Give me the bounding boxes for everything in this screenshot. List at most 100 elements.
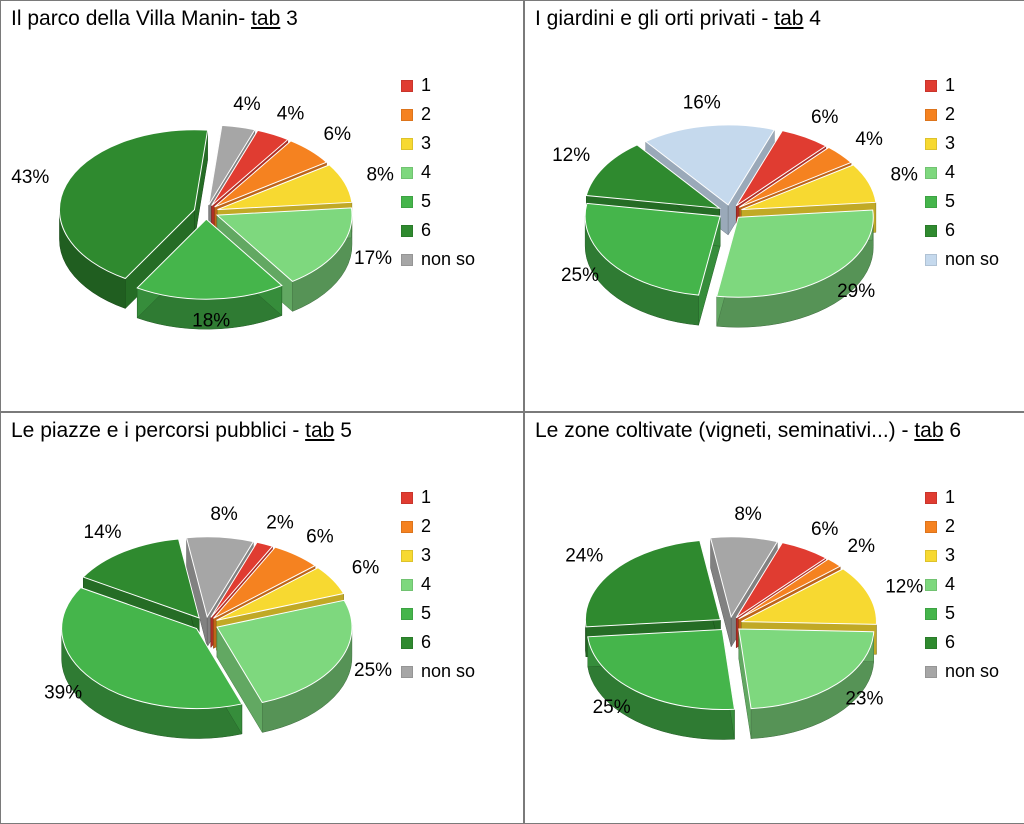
panel-content: 6%2%12%23%25%24%8% 123456non so [535,449,1024,815]
pie-svg: 6%4%8%29%25%12%16% [535,37,925,387]
slice-pct-label: 25% [354,660,392,681]
legend-swatch [925,492,937,504]
slice-pct-label: 2% [848,536,876,557]
legend-label: 4 [421,574,431,595]
panel-title: I giardini e gli orti privati - tab 4 [535,7,1024,31]
legend-item: 1 [925,487,1024,508]
legend-label: 2 [945,516,955,537]
panel-tab5: Le piazze e i percorsi pubblici - tab 5 … [0,412,524,824]
legend: 123456non so [401,479,513,690]
panel-content: 6%4%8%29%25%12%16% 123456non so [535,37,1024,403]
legend-swatch [925,637,937,649]
title-post: 4 [803,7,821,30]
slice-pct-label: 25% [561,265,599,286]
legend-swatch [925,196,937,208]
slice-pct-label: 39% [44,683,82,704]
legend-label: non so [945,249,999,270]
legend-label: non so [945,661,999,682]
legend-item: 5 [925,191,1024,212]
slice-pct-label: 43% [11,167,49,188]
legend-label: 3 [945,133,955,154]
legend-swatch [401,666,413,678]
legend-label: 3 [421,133,431,154]
slice-pct-label: 8% [210,504,238,525]
legend-label: 2 [421,104,431,125]
legend-item: 5 [925,603,1024,624]
slice-pct-label: 17% [354,248,392,269]
slice-pct-label: 6% [811,107,839,128]
legend-item: 3 [925,133,1024,154]
legend-label: 6 [945,220,955,241]
title-pre: Le piazze e i percorsi pubblici - [11,419,305,442]
slice-pct-label: 6% [352,558,380,579]
legend-label: 1 [945,487,955,508]
slice-pct-label: 12% [552,145,590,166]
title-pre: Il parco della Villa Manin- [11,7,251,30]
slice-pct-label: 24% [565,546,603,567]
legend-swatch [925,138,937,150]
legend-item: 3 [925,545,1024,566]
pie-chart-tab4: 6%4%8%29%25%12%16% [535,37,925,387]
legend-label: 3 [945,545,955,566]
title-tab: tab [251,7,280,30]
slice-pct-label: 4% [277,104,305,125]
slice-pct-label: 18% [192,311,230,332]
legend-label: 5 [421,603,431,624]
slice-pct-label: 14% [84,522,122,543]
legend-swatch [401,492,413,504]
legend-swatch [925,254,937,266]
legend-swatch [401,254,413,266]
pie-svg: 6%2%12%23%25%24%8% [535,449,925,799]
legend-item: 3 [401,133,513,154]
title-post: 6 [944,419,962,442]
legend-label: non so [421,249,475,270]
title-tab: tab [774,7,803,30]
legend-swatch [401,637,413,649]
legend-swatch [401,196,413,208]
legend-swatch [925,550,937,562]
panel-title: Le piazze e i percorsi pubblici - tab 5 [11,419,513,443]
legend-item: 5 [401,191,513,212]
panel-title: Il parco della Villa Manin- tab 3 [11,7,513,31]
legend-swatch [401,521,413,533]
legend-item: 2 [925,104,1024,125]
legend: 123456non so [925,67,1024,278]
legend-item: 1 [401,75,513,96]
legend-item: 4 [925,574,1024,595]
chart-grid: Il parco della Villa Manin- tab 3 4% 6% 8%… [0,0,1024,824]
legend-swatch [401,138,413,150]
slice-pct-label: 23% [845,688,883,709]
title-tab: tab [914,419,943,442]
legend-label: 4 [421,162,431,183]
slice-pct-label: 8% [366,164,394,185]
legend-swatch [401,579,413,591]
legend-label: 5 [945,603,955,624]
pie-chart-tab5: 2%6%6%25%39%14%8% [11,449,401,799]
pie-chart-tab6: 6%2%12%23%25%24%8% [535,449,925,799]
slice-pct-label: 29% [837,281,875,302]
legend-item: non so [925,249,1024,270]
legend-label: 6 [945,632,955,653]
slice-pct-label: 4% [855,129,883,150]
legend-item: 4 [401,162,513,183]
legend-item: 2 [401,104,513,125]
slice-pct-label: 6% [324,124,352,145]
legend-swatch [401,80,413,92]
panel-content: 4%6%8%17%18%43%4% 123456non so [11,37,513,403]
legend-item: 2 [401,516,513,537]
panel-tab3: Il parco della Villa Manin- tab 3 4% 6% 8%… [0,0,524,412]
legend-swatch [401,225,413,237]
slice-pct-label: 8% [734,504,762,525]
legend-swatch [925,521,937,533]
legend-item: 4 [925,162,1024,183]
title-pre: I giardini e gli orti privati - [535,7,774,30]
pie-chart-tab3: 4%6%8%17%18%43%4% [11,37,401,387]
legend-label: 1 [421,487,431,508]
legend-label: 2 [421,516,431,537]
slice-pct-label: 25% [593,697,631,718]
legend-item: 6 [401,632,513,653]
legend-item: 4 [401,574,513,595]
legend-label: 1 [421,75,431,96]
slice-pct-label: 6% [306,527,334,548]
legend-label: 4 [945,162,955,183]
